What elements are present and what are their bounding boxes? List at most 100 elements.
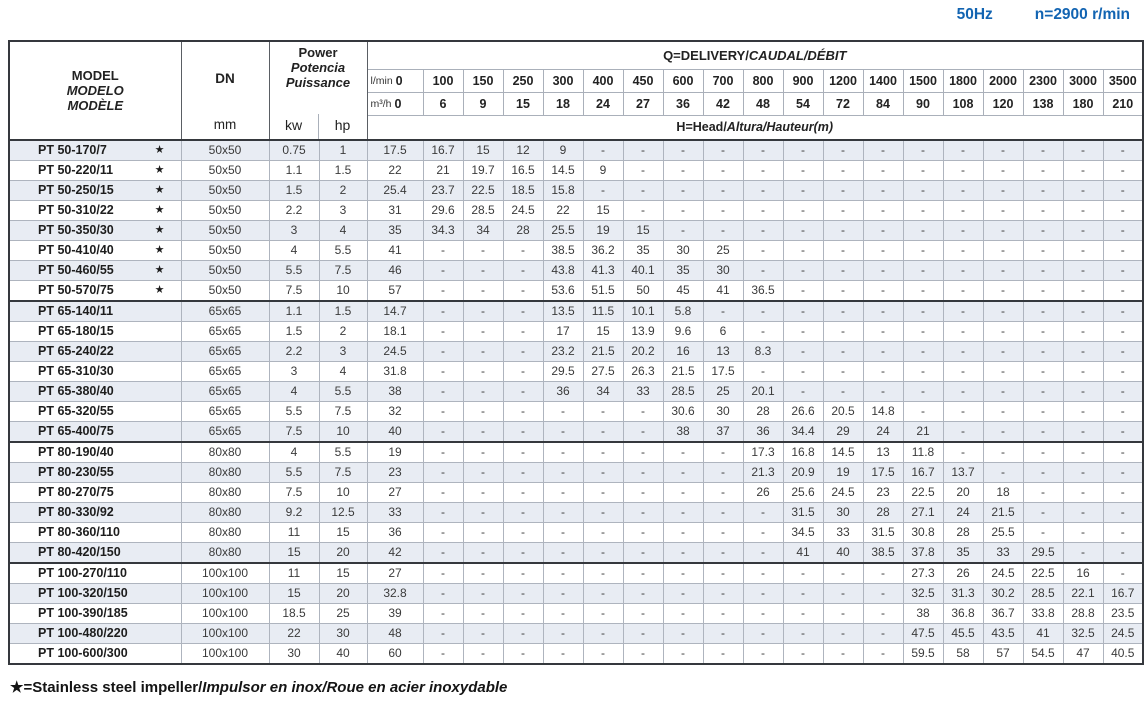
hp-cell: 1.5: [318, 160, 368, 181]
head-value: 33: [622, 381, 664, 402]
lmin-value: 400: [582, 69, 624, 94]
kw-cell: 4: [268, 441, 320, 463]
head-value: -: [1102, 200, 1144, 221]
lmin-value: 1500: [902, 69, 944, 94]
kw-cell: 7.5: [268, 482, 320, 503]
head-value: 38: [902, 603, 944, 624]
head-value: -: [622, 160, 664, 181]
head-value: -: [1102, 381, 1144, 402]
model-name: PT 50-220/11: [38, 163, 114, 177]
head-value: 59.5: [902, 643, 944, 665]
pump-row: PT 65-180/15 65x65 1.5 2 18.1- - -17 15 13.9 9.6 6…: [8, 321, 1144, 342]
lmin-value: 150: [462, 69, 504, 94]
head-value: -: [942, 341, 984, 362]
head-value: 41: [702, 280, 744, 302]
head-value: -: [742, 623, 784, 644]
head-value: -: [782, 260, 824, 281]
lmin-value: 250: [502, 69, 544, 94]
head-value: 28.5: [462, 200, 504, 221]
head-value: 31.8: [366, 361, 424, 382]
dn-cell: 100x100: [180, 562, 270, 584]
head-value: -: [542, 482, 584, 503]
head-value: -: [622, 421, 664, 443]
head-value: -: [542, 462, 584, 483]
head-value: -: [582, 522, 624, 543]
head-value: 21: [902, 421, 944, 443]
kw-cell: 15: [268, 583, 320, 604]
head-value: 14.8: [862, 401, 904, 422]
head-value: -: [742, 220, 784, 241]
model-cell: PT 80-230/55: [8, 462, 182, 483]
head-value: -: [422, 562, 464, 584]
head-value: -: [942, 200, 984, 221]
head-value: 27.5: [582, 361, 624, 382]
dn-cell: 100x100: [180, 603, 270, 624]
head-value: 25: [702, 381, 744, 402]
model-cell: PT 50-570/75 ★: [8, 280, 182, 302]
head-value: -: [422, 502, 464, 523]
stainless-steel-star-icon: ★: [154, 164, 165, 176]
dn-cell: 80x80: [180, 482, 270, 503]
head-value: -: [822, 643, 864, 665]
hp-cell: 7.5: [318, 401, 368, 422]
head-value: -: [1102, 341, 1144, 362]
model-name: PT 50-170/7: [38, 143, 107, 157]
head-value: -: [662, 462, 704, 483]
m3h-unit-cell: m³/h 0: [366, 92, 424, 116]
head-value: -: [742, 200, 784, 221]
head-value: 43.8: [542, 260, 584, 281]
head-value: -: [822, 240, 864, 261]
head-value: 36.2: [582, 240, 624, 261]
head-value: -: [1062, 401, 1104, 422]
model-name: PT 50-410/40: [38, 243, 114, 257]
lmin-value: 2000: [982, 69, 1024, 94]
head-value: -: [782, 200, 824, 221]
head-value: -: [662, 139, 704, 161]
head-value: -: [742, 542, 784, 564]
head-value: -: [822, 562, 864, 584]
head-value: -: [822, 200, 864, 221]
head-value: -: [1022, 441, 1064, 463]
stainless-steel-star-icon: ★: [154, 204, 165, 216]
model-cell: PT 50-170/7 ★: [8, 139, 182, 161]
head-value: -: [462, 562, 504, 584]
m3h-value: 6: [422, 92, 464, 116]
dn-cell: 50x50: [180, 180, 270, 201]
model-cell: PT 65-380/40: [8, 381, 182, 402]
head-value: -: [742, 139, 784, 161]
head-value: -: [462, 643, 504, 665]
head-value: -: [902, 160, 944, 181]
model-label-en: MODEL: [71, 68, 119, 83]
head-value: 25.5: [982, 522, 1024, 543]
dn-cell: 65x65: [180, 401, 270, 422]
head-value: -: [982, 321, 1024, 342]
head-value: -: [662, 502, 704, 523]
head-value: -: [782, 139, 824, 161]
head-value: 38.5: [862, 542, 904, 564]
head-value: -: [702, 180, 744, 201]
head-value: -: [462, 240, 504, 261]
head-value: -: [862, 180, 904, 201]
head-value: 43.5: [982, 623, 1024, 644]
head-value: -: [902, 240, 944, 261]
head-value: 36: [742, 421, 784, 443]
head-value: -: [1102, 462, 1144, 483]
m3h-value: 42: [702, 92, 744, 116]
dn-cell: 100x100: [180, 623, 270, 644]
stainless-steel-star-icon: ★: [154, 224, 165, 236]
head-value: -: [982, 139, 1024, 161]
head-value: -: [702, 623, 744, 644]
head-value: 25.4: [366, 180, 424, 201]
head-value: -: [982, 300, 1024, 322]
head-value: -: [1102, 562, 1144, 584]
m3h-value: 90: [902, 92, 944, 116]
head-value: 19: [582, 220, 624, 241]
head-value: -: [502, 623, 544, 644]
kw-cell: 1.5: [268, 180, 320, 201]
model-name: PT 80-360/110: [38, 525, 121, 539]
head-value: 20.5: [822, 401, 864, 422]
head-value: 15: [462, 139, 504, 161]
head-value: -: [1062, 321, 1104, 342]
kw-unit-label: kw: [284, 117, 303, 133]
head-value: 41: [782, 542, 824, 564]
